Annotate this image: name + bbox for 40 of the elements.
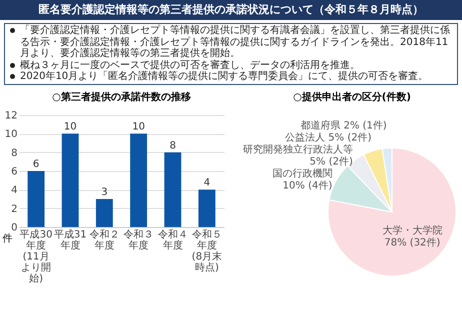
data-label: 8 xyxy=(170,140,176,151)
y-tick-label: 12 xyxy=(4,110,18,121)
y-axis-title: 件 xyxy=(2,233,12,244)
bar xyxy=(130,133,148,226)
text: 概ね３ヶ月に一度のベースで提供の可否を審査し、データの利活用を推進。 xyxy=(19,60,361,70)
chart-title: ○提供申出者の区分(件数) xyxy=(293,90,411,102)
data-label: 10 xyxy=(64,121,77,132)
slice-label: 公益法人 5% (2件) xyxy=(285,131,372,144)
data-label: 3 xyxy=(101,186,108,198)
text: 「要介護認定情報・介護レセプト等情報の提供に関する有識者会議」を設置し、第三者提供に係る告示・要介護認定情報・介護レセプト等情報の提供に関するガイドラインを発出。2018年11月より、要介護認定情報等の第三者提供を開始。 xyxy=(19,25,451,60)
data-label: 10% (4件) xyxy=(282,180,332,192)
y-tick-label: 4 xyxy=(11,184,18,196)
x-tick-label: 平成30年度 (11月より開始) xyxy=(20,228,52,284)
bar xyxy=(62,133,79,226)
chart-title: ○第三者提供の承諾件数の推移 xyxy=(52,90,191,102)
slice-label: 研究開発独立行政法人等 xyxy=(242,143,353,156)
data-label: 6 xyxy=(32,158,40,170)
x-tick-label: 令和４年度 xyxy=(158,228,188,251)
bar xyxy=(28,170,45,226)
x-tick-label: 平成31年度 xyxy=(54,228,87,251)
y-tick-label: 0 xyxy=(11,222,18,233)
y-tick-label: 6 xyxy=(11,166,18,177)
x-tick-label: 令和３年度 xyxy=(124,228,154,251)
bar xyxy=(96,198,113,226)
text: 2020年10月より「匿名介護情報等の提供に関する専門委員会」にて、提供の可否を審査。 xyxy=(19,71,430,82)
slice-label: 国の行政機関 xyxy=(272,167,332,180)
y-tick-label: 10 xyxy=(4,128,18,140)
bar xyxy=(198,189,216,226)
y-tick-label: 2 xyxy=(11,203,18,214)
x-tick-label: 令和２年度 xyxy=(89,228,120,251)
y-tick-label: 8 xyxy=(11,147,18,158)
data-label: 4 xyxy=(204,177,210,188)
data-label: 78% (32件) xyxy=(384,237,440,248)
slice-label: 大学・大学院 xyxy=(382,224,442,236)
data-label: 10 xyxy=(132,121,145,132)
bar xyxy=(164,152,182,226)
text: 匿名要介護認定情報等の第三者提供の承諾状況について（令和５年８月時点） xyxy=(0,0,462,20)
slice-label: 都道府県 2% (1件) xyxy=(300,119,387,132)
x-tick-label: 令和５年度 (8月末時点) xyxy=(192,228,222,273)
data-label: 5% (2件) xyxy=(310,156,353,168)
